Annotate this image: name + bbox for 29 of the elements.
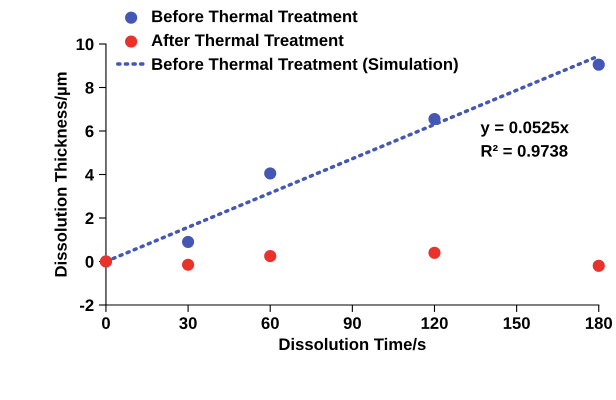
y-axis-title: Dissolution Thickness/µm xyxy=(54,72,70,276)
x-tick-label: 120 xyxy=(422,317,448,330)
annotation: R² = 0.9738 xyxy=(482,144,568,157)
x-tick-label: 150 xyxy=(504,317,530,330)
x-tick-label: 30 xyxy=(179,317,197,330)
annotation: y = 0.0525x xyxy=(480,121,569,137)
point xyxy=(182,258,194,271)
point xyxy=(264,250,276,262)
y-tick-label: 8 xyxy=(85,82,94,94)
y-tick-label: -2 xyxy=(80,299,94,312)
x-axis-title: Dissolution Time/s xyxy=(280,338,426,350)
x-tick-label: 60 xyxy=(262,317,279,330)
point xyxy=(592,58,605,71)
legend-label: After Thermal Treatment xyxy=(152,34,344,46)
y-tick-label: 0 xyxy=(86,256,94,268)
point xyxy=(264,167,276,180)
x-tick-label: 90 xyxy=(344,317,361,330)
point xyxy=(428,246,441,259)
y-tick-label: 6 xyxy=(85,125,94,138)
point xyxy=(592,260,605,272)
legend-label: Before Thermal Treatment xyxy=(152,10,358,22)
x-tick-label: 180 xyxy=(586,317,612,330)
x-tick-label: 0 xyxy=(102,317,110,330)
y-tick-label: 2 xyxy=(85,212,94,224)
y-tick-label: 4 xyxy=(85,169,94,181)
point xyxy=(182,236,194,248)
y-tick-label: 10 xyxy=(76,38,94,50)
legend-label: Before Thermal Treatment (Simulation) xyxy=(152,58,458,74)
point xyxy=(428,112,441,126)
